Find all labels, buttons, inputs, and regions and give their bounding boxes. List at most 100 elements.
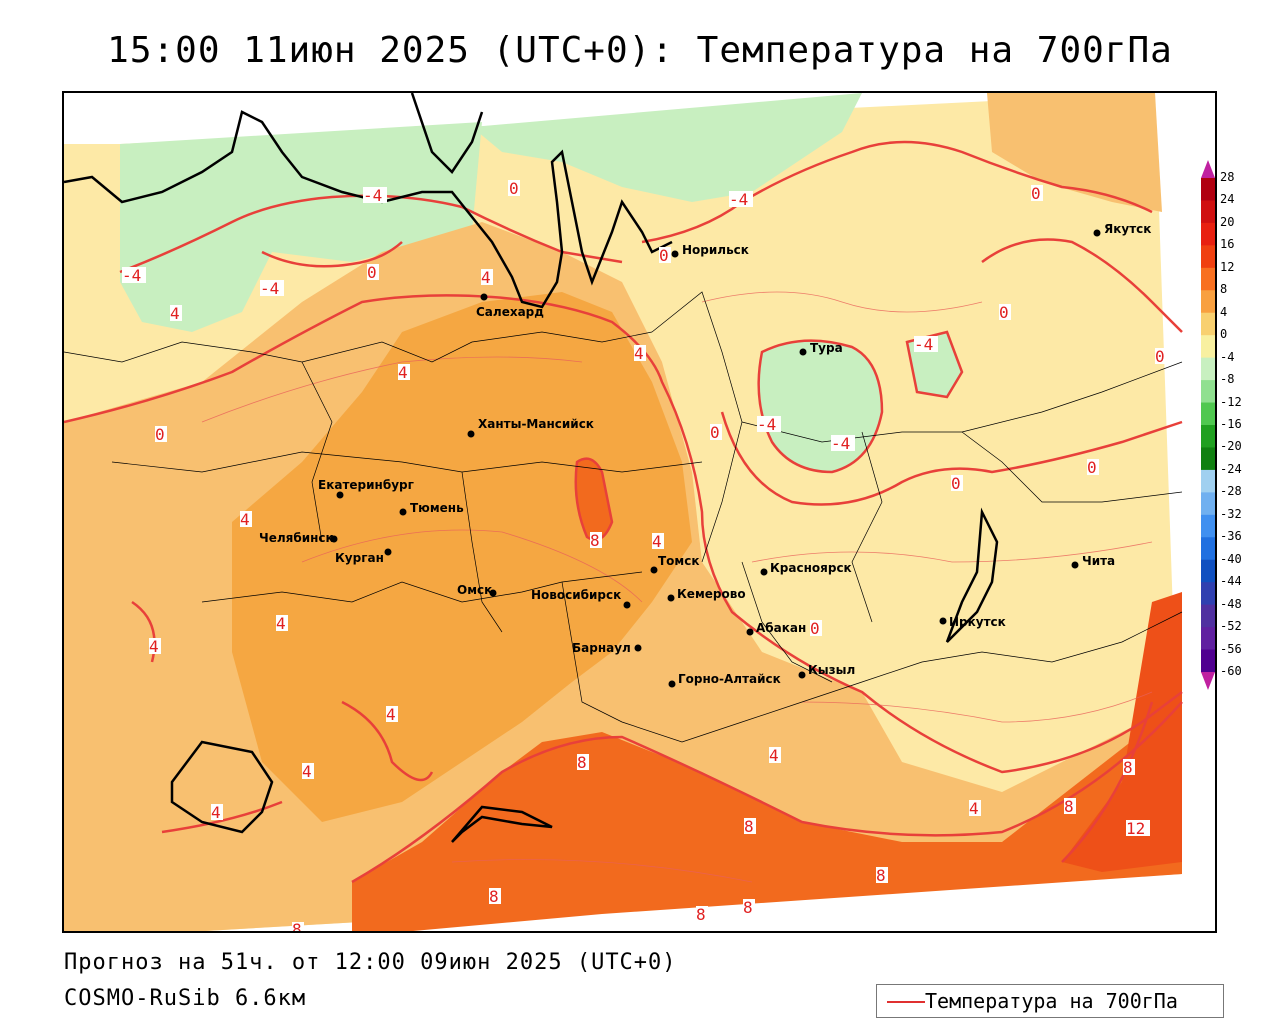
isotherm-label: -4 bbox=[914, 335, 938, 354]
model-name: COSMO-RuSib 6.6км bbox=[64, 986, 307, 1011]
isotherm-label: 4 bbox=[170, 304, 182, 323]
isotherm-label: 0 bbox=[1155, 347, 1167, 366]
city-chita[interactable]: Чита bbox=[1071, 554, 1116, 569]
city-salekhard[interactable]: Салехард bbox=[476, 293, 544, 320]
svg-text:-4: -4 bbox=[831, 434, 850, 453]
colorbar-cell bbox=[1201, 200, 1215, 224]
colorbar-tick-label: -60 bbox=[1220, 664, 1242, 678]
city-markers: Якутск Норильск Салехард Тура Ханты-Манс… bbox=[259, 222, 1151, 688]
isotherm-label: 4 bbox=[276, 614, 288, 633]
city-abakan[interactable]: Абакан bbox=[746, 621, 807, 636]
isotherm-label: 4 bbox=[211, 803, 223, 822]
svg-text:4: 4 bbox=[652, 532, 662, 551]
svg-text:0: 0 bbox=[710, 423, 720, 442]
colorbar-tick-label: -44 bbox=[1220, 574, 1242, 589]
isotherm-label: 0 bbox=[1087, 458, 1099, 477]
legend: Температура на 700гПа bbox=[876, 984, 1224, 1018]
city-norilsk[interactable]: Норильск bbox=[671, 243, 749, 258]
svg-text:0: 0 bbox=[367, 263, 377, 282]
svg-text:4: 4 bbox=[386, 705, 396, 724]
svg-text:4: 4 bbox=[769, 746, 779, 765]
colorbar-cell bbox=[1201, 604, 1215, 628]
colorbar-cell bbox=[1201, 582, 1215, 606]
colorbar-tick-label: 4 bbox=[1220, 304, 1228, 319]
isotherm-label: 0 bbox=[508, 179, 520, 198]
isotherm-label: 0 bbox=[710, 423, 722, 442]
svg-text:8: 8 bbox=[489, 887, 499, 906]
isotherm-label: 8 bbox=[743, 898, 755, 917]
city-kemerovo[interactable]: Кемерово bbox=[667, 587, 746, 602]
svg-text:12: 12 bbox=[1126, 819, 1145, 838]
svg-text:0: 0 bbox=[951, 474, 961, 493]
svg-text:-4: -4 bbox=[729, 190, 748, 209]
isotherm-label: 8 bbox=[1064, 797, 1076, 816]
colorbar-tick-label: 8 bbox=[1220, 282, 1228, 297]
city-tomsk[interactable]: Томск bbox=[650, 554, 700, 574]
svg-text:8: 8 bbox=[1123, 758, 1133, 777]
colorbar-cell bbox=[1201, 267, 1215, 291]
city-tyumen[interactable]: Тюмень bbox=[399, 501, 465, 516]
svg-text:Чита: Чита bbox=[1082, 554, 1115, 568]
svg-text:Иркутск: Иркутск bbox=[949, 615, 1006, 629]
colorbar-top-arrow bbox=[1201, 160, 1215, 178]
colorbar-cell bbox=[1201, 312, 1215, 336]
colorbar-cell bbox=[1201, 357, 1215, 381]
svg-text:4: 4 bbox=[398, 363, 408, 382]
isotherm-label: 12 bbox=[1126, 819, 1150, 838]
city-chelyabinsk[interactable]: Челябинск bbox=[259, 531, 338, 545]
colorbar-cell bbox=[1201, 447, 1215, 471]
colorbar-tick-label: 16 bbox=[1220, 237, 1235, 252]
city-omsk[interactable]: Омск bbox=[457, 583, 497, 597]
svg-text:8: 8 bbox=[292, 920, 302, 933]
colorbar-tick-label: -40 bbox=[1220, 551, 1242, 566]
city-yakutsk[interactable]: Якутск bbox=[1093, 222, 1152, 237]
city-kurgan[interactable]: Курган bbox=[335, 548, 392, 566]
isotherm-label: 4 bbox=[969, 799, 981, 818]
isotherm-label: 0 bbox=[810, 619, 822, 638]
isotherm-label: -4 bbox=[831, 434, 855, 453]
city-novosibirsk[interactable]: Новосибирск bbox=[531, 588, 631, 609]
colorbar-cell bbox=[1201, 178, 1215, 201]
colorbar-cell bbox=[1201, 469, 1215, 493]
city-krasnoyarsk[interactable]: Красноярск bbox=[760, 561, 852, 576]
svg-text:4: 4 bbox=[170, 304, 180, 323]
city-khanty-mansiysk[interactable]: Ханты-Мансийск bbox=[467, 417, 594, 438]
svg-text:Горно-Алтайск: Горно-Алтайск bbox=[678, 672, 781, 686]
svg-text:-4: -4 bbox=[363, 186, 382, 205]
svg-text:Челябинск: Челябинск bbox=[259, 531, 334, 545]
colorbar-tick-label: 20 bbox=[1220, 214, 1235, 229]
isotherm-label: 8 bbox=[876, 866, 888, 885]
svg-text:Тюмень: Тюмень bbox=[410, 501, 464, 515]
isotherm-label: 8 bbox=[1123, 758, 1135, 777]
isotherm-label: 0 bbox=[951, 474, 963, 493]
city-tura[interactable]: Тура bbox=[799, 341, 843, 356]
colorbar-tick-label: 28 bbox=[1220, 170, 1235, 184]
city-ekaterinburg[interactable]: Екатеринбург bbox=[318, 478, 414, 499]
colorbar-tick-label: -8 bbox=[1220, 372, 1235, 387]
svg-text:8: 8 bbox=[744, 817, 754, 836]
city-kyzyl[interactable]: Кызыл bbox=[798, 663, 856, 679]
isotherm-label: 8 bbox=[292, 920, 304, 933]
svg-text:4: 4 bbox=[302, 762, 312, 781]
city-barnaul[interactable]: Барнаул bbox=[572, 641, 642, 655]
map-title: 15:00 11июн 2025 (UTC+0): Температура на… bbox=[107, 30, 1173, 71]
svg-text:-4: -4 bbox=[914, 335, 933, 354]
colorbar-tick-label: -48 bbox=[1220, 596, 1242, 611]
city-gorno-altaysk[interactable]: Горно-Алтайск bbox=[668, 672, 781, 688]
forecast-info: Прогноз на 51ч. от 12:00 09июн 2025 (UTC… bbox=[64, 950, 677, 975]
svg-text:Барнаул: Барнаул bbox=[572, 641, 631, 655]
isotherm-label: 8 bbox=[590, 531, 602, 550]
colorbar-tick-label: -24 bbox=[1220, 461, 1242, 476]
svg-text:Томск: Томск bbox=[658, 554, 700, 568]
isotherm-label: 0 bbox=[999, 303, 1011, 322]
svg-text:0: 0 bbox=[1087, 458, 1097, 477]
colorbar-tick-label: -56 bbox=[1220, 641, 1242, 656]
svg-text:0: 0 bbox=[1031, 184, 1041, 203]
svg-text:-4: -4 bbox=[757, 415, 776, 434]
svg-text:4: 4 bbox=[276, 614, 286, 633]
svg-text:4: 4 bbox=[149, 637, 159, 656]
city-irkutsk[interactable]: Иркутск bbox=[939, 615, 1006, 629]
svg-text:Тура: Тура bbox=[810, 341, 843, 355]
svg-text:Кызыл: Кызыл bbox=[808, 663, 855, 677]
colorbar-cell bbox=[1201, 402, 1215, 426]
